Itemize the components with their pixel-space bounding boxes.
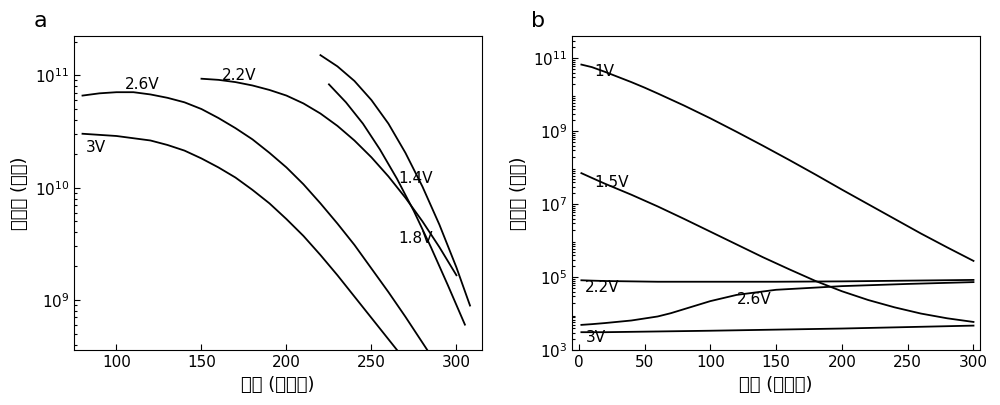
X-axis label: 温度 (开尔文): 温度 (开尔文) xyxy=(241,376,315,394)
X-axis label: 温度 (开尔文): 温度 (开尔文) xyxy=(739,376,813,394)
Text: 2.2V: 2.2V xyxy=(585,280,620,295)
Y-axis label: 结电阻 (欧姆): 结电阻 (欧姆) xyxy=(510,156,528,230)
Text: a: a xyxy=(33,11,47,31)
Text: 1.5V: 1.5V xyxy=(595,175,629,190)
Text: 1.4V: 1.4V xyxy=(399,171,433,186)
Text: 2.2V: 2.2V xyxy=(222,68,256,83)
Text: 3V: 3V xyxy=(585,330,605,345)
Text: 2.6V: 2.6V xyxy=(125,77,160,92)
Text: 1.8V: 1.8V xyxy=(399,231,433,246)
Text: 2.6V: 2.6V xyxy=(737,292,771,307)
Text: b: b xyxy=(531,11,546,31)
Text: 1V: 1V xyxy=(595,64,615,79)
Y-axis label: 结电阻 (欧姆): 结电阻 (欧姆) xyxy=(11,156,29,230)
Text: 3V: 3V xyxy=(86,140,106,155)
